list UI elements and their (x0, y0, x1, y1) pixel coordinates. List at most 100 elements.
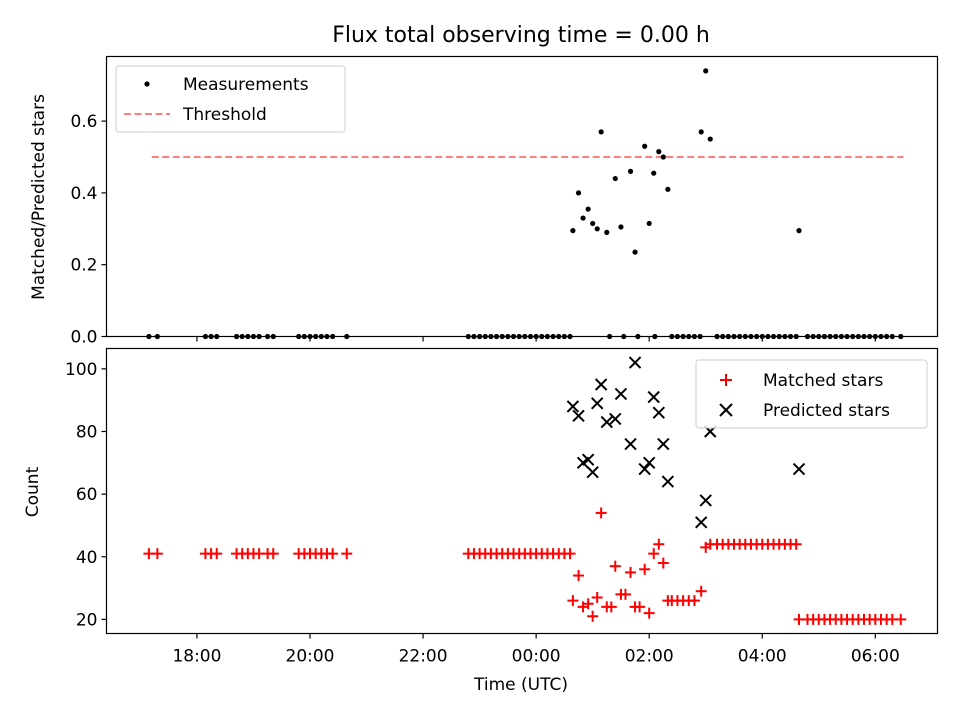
measurement-point (646, 220, 652, 227)
measurement-point (878, 333, 884, 340)
top-x-ticks (196, 336, 876, 342)
measurement-point (301, 333, 307, 340)
bottom-legend: Matched stars Predicted stars (695, 359, 928, 429)
measurement-point (493, 333, 500, 340)
matched-stars-points (143, 507, 907, 625)
measurement-point (821, 333, 828, 340)
top-legend: Measurements Threshold (115, 65, 346, 133)
measurement-point (737, 333, 743, 340)
matched-star-point (639, 563, 651, 575)
matched-star-point (567, 595, 579, 607)
measurement-point (618, 224, 624, 230)
measurement-point (516, 333, 522, 340)
matched-star-point (790, 538, 802, 550)
matched-star-point (573, 570, 585, 582)
measurement-point (731, 333, 737, 340)
matched-star-point (653, 538, 665, 550)
measurement-point (570, 228, 576, 234)
matched-star-point (267, 548, 279, 560)
legend-predicted-label: Predicted stars (763, 401, 890, 421)
measurement-point (642, 143, 648, 149)
measurement-point (703, 68, 709, 74)
measurement-point (652, 333, 658, 340)
top-axes-frame (105, 55, 939, 338)
measurement-point (844, 333, 850, 340)
measurement-point (324, 333, 330, 340)
measurement-point (550, 333, 556, 340)
measurement-point (270, 333, 276, 340)
measurement-point (245, 333, 251, 340)
matched-star-point (895, 613, 907, 625)
measurement-point (344, 333, 350, 340)
matched-star-point (688, 595, 700, 607)
matched-star-point (595, 507, 607, 519)
measurement-point (776, 333, 782, 340)
measurement-point (816, 333, 822, 340)
top-y-axis-label: Matched/Predicted stars (29, 94, 49, 300)
x-tick-label: 22:00 (399, 647, 448, 667)
predicted-star-point (609, 412, 622, 426)
chart-title: Flux total observing time = 0.00 h (332, 23, 710, 48)
matched-star-point (625, 566, 637, 578)
bottom-y-tick-label: 20 (76, 610, 98, 630)
measurement-point (707, 136, 713, 142)
matched-star-point (634, 601, 646, 613)
measurement-point (635, 333, 641, 340)
measurement-point (838, 333, 844, 340)
measurement-point (697, 333, 703, 340)
measurement-point (265, 333, 271, 340)
x-tick-label: 20:00 (286, 647, 335, 667)
measurement-point (250, 333, 257, 340)
measurement-point (544, 333, 551, 340)
predicted-stars-points (566, 356, 806, 529)
predicted-star-point (657, 437, 670, 451)
measurement-point (742, 333, 748, 340)
legend-measurements-marker (144, 81, 150, 87)
predicted-star-point (586, 466, 599, 479)
bottom-y-tick-label: 40 (76, 548, 98, 568)
matched-star-point (695, 585, 707, 597)
measurement-point (627, 168, 634, 174)
top-legend-box (115, 65, 346, 133)
matched-star-point (587, 610, 599, 622)
measurement-point (665, 186, 671, 192)
x-tick-label: 00:00 (512, 647, 561, 667)
measurement-point (680, 333, 686, 340)
matched-star-point (619, 588, 631, 600)
measurement-point (691, 333, 698, 340)
top-panel: 0.0 0.2 0.4 0.6 Matched/Predicted stars Mea… (29, 55, 939, 348)
measurement-point (804, 333, 811, 340)
matched-star-point (327, 548, 339, 560)
bottom-y-axis-label: Count (23, 466, 43, 517)
predicted-star-point (652, 406, 666, 419)
measurement-point (810, 333, 816, 340)
predicted-star-point (792, 462, 806, 476)
measurement-point (510, 333, 517, 340)
matched-star-point (591, 591, 603, 603)
measurement-point (318, 333, 324, 340)
predicted-star-point (661, 475, 675, 488)
measurement-point (867, 333, 873, 340)
measurement-point (146, 333, 152, 340)
measurement-point (748, 333, 754, 340)
bottom-y-tick-label: 60 (76, 485, 98, 505)
measurement-point (214, 333, 220, 340)
measurement-point (782, 333, 788, 340)
predicted-star-point (624, 437, 637, 451)
predicted-star-point (572, 409, 585, 423)
measurement-point (567, 333, 573, 340)
measurement-point (505, 333, 511, 340)
measurement-point (527, 333, 534, 340)
measurement-point (233, 333, 240, 340)
measurement-point (787, 333, 794, 340)
legend-matched-label: Matched stars (763, 371, 883, 391)
measurement-point (594, 226, 600, 232)
predicted-star-point (642, 456, 656, 470)
measurement-point (477, 333, 483, 340)
measurement-point (669, 333, 675, 340)
x-axis-label: Time (UTC) (473, 675, 568, 695)
top-y-tick-label: 0.6 (70, 112, 97, 132)
measurement-point (686, 333, 692, 340)
top-y-tick-label: 0.4 (70, 184, 97, 204)
